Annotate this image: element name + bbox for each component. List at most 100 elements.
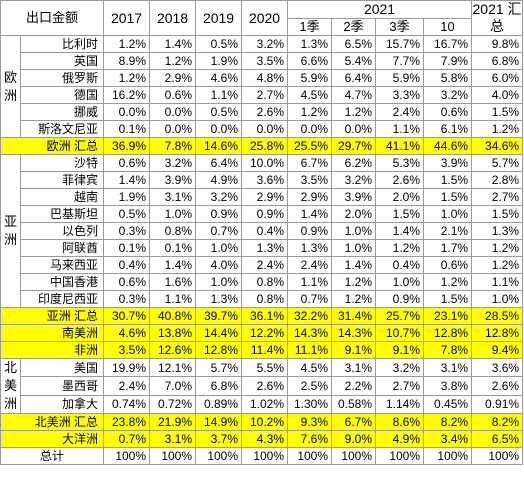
- value-cell: 1.2%: [103, 35, 151, 53]
- value-cell: 100%: [149, 447, 197, 465]
- value-cell: 2.9%: [287, 188, 333, 206]
- value-cell: 1.2%: [103, 69, 151, 87]
- value-cell: 16.2%: [103, 86, 151, 104]
- value-cell: 1.5%: [423, 290, 473, 308]
- value-cell: 2.2%: [331, 376, 377, 396]
- value-cell: 0.7%: [195, 222, 243, 240]
- value-cell: 6.5%: [471, 430, 524, 448]
- value-cell: 1.2%: [471, 239, 524, 257]
- value-cell: 2.6%: [375, 171, 425, 189]
- value-cell: 1.2%: [149, 52, 197, 70]
- summary-row: 欧洲 汇总 36.9% 7.8% 14.6% 25.8% 25.5% 29.7% 41.1% 4…: [0, 137, 524, 155]
- value-cell: 8.9%: [103, 52, 151, 70]
- value-cell: 1.5%: [471, 103, 524, 121]
- value-cell: 0.58%: [331, 394, 377, 415]
- value-cell: 2.6%: [241, 103, 289, 121]
- table-row: 斯洛文尼亚 0.1% 0.0% 0.0% 0.0% 0.0% 0.0% 1.1% 6.1% 1.2…: [1, 120, 524, 138]
- value-cell: 39.7%: [195, 307, 243, 325]
- month-header: 10: [423, 17, 473, 36]
- value-cell: 0.9%: [241, 205, 289, 223]
- value-cell: 14.6%: [195, 137, 243, 155]
- row-label: 大洋洲: [0, 430, 105, 448]
- value-cell: 0.6%: [423, 103, 473, 121]
- value-cell: 1.4%: [149, 35, 197, 53]
- value-cell: 3.1%: [149, 188, 197, 206]
- value-cell: 0.9%: [287, 222, 333, 240]
- value-cell: 1.2%: [331, 273, 377, 291]
- value-cell: 1.5%: [375, 205, 425, 223]
- value-cell: 2.4%: [375, 103, 425, 121]
- value-cell: 36.1%: [241, 307, 289, 325]
- value-cell: 100%: [471, 447, 524, 465]
- value-cell: 1.2%: [331, 103, 377, 121]
- value-cell: 7.0%: [149, 376, 197, 396]
- value-cell: 3.2%: [331, 171, 377, 189]
- value-cell: 25.8%: [241, 137, 289, 155]
- value-cell: 15.7%: [375, 35, 425, 53]
- table-row: 巴基斯坦 0.5% 1.0% 0.9% 0.9% 1.4% 2.0% 1.5% 1.0% 1.5%: [1, 205, 524, 223]
- year-header: 2020: [241, 0, 289, 36]
- export-share-table: 出口金额 2017 2018 2019 2020 2021 2021 汇总 1季…: [0, 0, 524, 465]
- value-cell: 21.9%: [149, 413, 197, 431]
- year-header: 2019: [195, 0, 243, 36]
- value-cell: 1.0%: [331, 222, 377, 240]
- value-cell: 10.0%: [241, 154, 289, 172]
- value-cell: 1.5%: [471, 205, 524, 223]
- value-cell: 30.7%: [103, 307, 151, 325]
- value-cell: 8.2%: [423, 413, 473, 431]
- table-row: 以色列 0.3% 0.8% 0.7% 0.4% 0.9% 1.0% 1.4% 2.1% 1.3%: [1, 222, 524, 240]
- value-cell: 1.1%: [287, 273, 333, 291]
- value-cell: 1.4%: [331, 256, 377, 274]
- value-cell: 1.5%: [423, 188, 473, 206]
- value-cell: 12.8%: [195, 341, 243, 359]
- value-cell: 1.3%: [241, 239, 289, 257]
- value-cell: 1.0%: [375, 273, 425, 291]
- value-cell: 0.5%: [195, 103, 243, 121]
- value-cell: 100%: [331, 447, 377, 465]
- value-cell: 5.7%: [195, 357, 243, 378]
- value-cell: 3.7%: [195, 430, 243, 448]
- table-row: 印度尼西亚 0.3% 1.1% 1.3% 0.8% 0.7% 1.2% 0.9% 1.5% 1.0…: [1, 290, 524, 308]
- value-cell: 1.2%: [471, 120, 524, 138]
- row-label: 挪威: [19, 103, 105, 121]
- value-cell: 5.9%: [287, 69, 333, 87]
- value-cell: 23.8%: [103, 413, 151, 431]
- value-cell: 2.7%: [471, 188, 524, 206]
- value-cell: 100%: [423, 447, 473, 465]
- value-cell: 1.2%: [375, 239, 425, 257]
- table-row: 总计 100% 100% 100% 100% 100% 100% 100% 100% 100%: [0, 447, 524, 465]
- value-cell: 5.3%: [375, 154, 425, 172]
- value-cell: 32.2%: [287, 307, 333, 325]
- value-cell: 0.0%: [241, 120, 289, 138]
- value-cell: 7.6%: [287, 430, 333, 448]
- row-label: 以色列: [19, 222, 105, 240]
- value-cell: 1.2%: [331, 290, 377, 308]
- table-row: 中国香港 0.6% 1.6% 1.0% 0.8% 1.1% 1.2% 1.0% 1.2% 1.1%: [1, 273, 524, 291]
- value-cell: 3.5%: [103, 341, 151, 359]
- value-cell: 4.6%: [195, 69, 243, 87]
- value-cell: 1.02%: [241, 394, 289, 415]
- value-cell: 4.3%: [241, 430, 289, 448]
- value-cell: 0.0%: [331, 120, 377, 138]
- value-cell: 0.9%: [195, 205, 243, 223]
- value-cell: 0.91%: [471, 394, 524, 415]
- value-cell: 12.8%: [423, 324, 473, 342]
- table-row: 加拿大 0.74% 0.72% 0.89% 1.02% 1.30% 0.58% 1.14% 0.…: [1, 394, 524, 415]
- value-cell: 2.0%: [331, 205, 377, 223]
- value-cell: 1.9%: [103, 188, 151, 206]
- value-cell: 1.2%: [287, 103, 333, 121]
- value-cell: 1.4%: [149, 256, 197, 274]
- value-cell: 100%: [241, 447, 289, 465]
- table-row: 挪威 0.0% 0.0% 0.5% 2.6% 1.2% 1.2% 2.4% 0.6% 1.5%: [1, 103, 524, 121]
- value-cell: 3.3%: [375, 86, 425, 104]
- value-cell: 1.9%: [195, 52, 243, 70]
- value-cell: 3.9%: [423, 154, 473, 172]
- value-cell: 5.9%: [375, 69, 425, 87]
- row-label: 马来西亚: [19, 256, 105, 274]
- value-cell: 0.6%: [423, 256, 473, 274]
- row-label: 亚洲 汇总: [0, 307, 105, 325]
- value-cell: 0.89%: [195, 394, 243, 415]
- value-cell: 100%: [287, 447, 333, 465]
- value-cell: 6.1%: [423, 120, 473, 138]
- table-row: 菲律宾 1.4% 3.9% 4.9% 3.6% 3.5% 3.2% 2.6% 1.5% 2.8%: [1, 171, 524, 189]
